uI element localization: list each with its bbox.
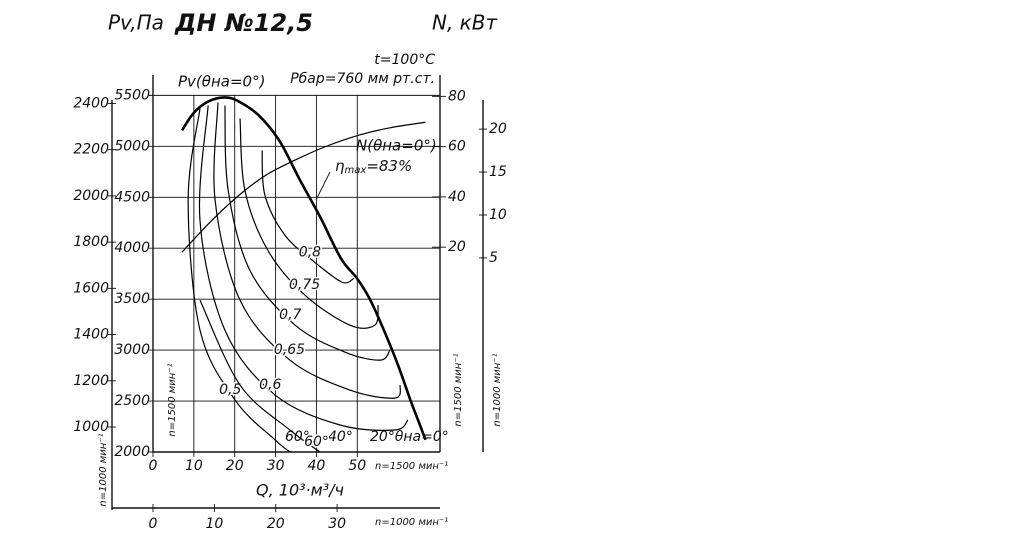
curve <box>224 105 391 361</box>
y3-tick-label: 1000 <box>73 419 109 435</box>
rpm-label: n=1000 мин⁻¹ <box>98 433 109 506</box>
x2-tick-label: 10 <box>205 516 223 532</box>
curve <box>181 121 426 253</box>
eta-text: =83% <box>366 157 412 175</box>
angle-label: 40° <box>328 429 353 445</box>
n-label: N(θна=0°) <box>356 137 437 155</box>
curve <box>213 102 401 399</box>
eta-symbol: η <box>335 157 345 175</box>
rpm-label: n=1000 мин⁻¹ <box>492 353 503 426</box>
series-label: 0,75 <box>289 277 320 293</box>
curve <box>187 108 291 453</box>
y-tick-label: 5000 <box>114 138 150 154</box>
y3-tick-label: 2000 <box>73 188 109 204</box>
pv-label: Pv(θна=0°) <box>178 73 265 91</box>
curve <box>199 299 321 453</box>
curve <box>261 150 355 284</box>
y-tick-label: 2500 <box>114 393 150 409</box>
series-label: 0,65 <box>274 342 305 358</box>
condition: Рбар=760 мм рт.ст. <box>290 71 435 87</box>
y3-tick-label: 2200 <box>73 142 109 158</box>
y3-tick-label: 1400 <box>73 327 109 343</box>
series-label: 60° <box>304 434 329 450</box>
eta-label: ηmax=83% <box>335 157 412 177</box>
x2-tick-label: 0 <box>149 516 158 532</box>
x-tick-label: 50 <box>348 458 366 474</box>
rpm-label: n=1500 мин⁻¹ <box>453 353 464 426</box>
y-tick-label: 4000 <box>114 240 150 256</box>
x2-tick-label: 30 <box>328 516 346 532</box>
y2-tick-label: 40 <box>448 189 466 205</box>
curve <box>239 118 379 329</box>
leader <box>315 171 331 201</box>
y2-axis-title: N, кВт <box>432 11 498 35</box>
rpm-label: n=1500 мин⁻¹ <box>375 461 448 472</box>
eta-sub: max <box>345 165 367 176</box>
y-axis-title: Pv,Па <box>108 11 164 35</box>
x-axis-title: Q, 10³·м³/ч <box>256 481 344 500</box>
series-label: 0,6 <box>259 377 281 393</box>
curve <box>198 105 409 431</box>
x-tick-label: 0 <box>149 458 158 474</box>
y3-tick-label: 1800 <box>73 234 109 250</box>
y3-tick-label: 1600 <box>73 280 109 296</box>
series-label: 0,5 <box>219 382 241 398</box>
x-tick-label: 30 <box>267 458 285 474</box>
y2-tick-label: 60 <box>448 139 466 155</box>
rpm-label: n=1500 мин⁻¹ <box>167 363 178 436</box>
y-tick-label: 4500 <box>114 189 150 205</box>
y-tick-label: 3500 <box>114 291 150 307</box>
series-label: 0,7 <box>279 307 301 323</box>
y3-tick-label: 2400 <box>73 95 109 111</box>
rpm-label: n=1000 мин⁻¹ <box>375 517 448 528</box>
y2-tick-label: 20 <box>448 239 466 255</box>
condition: t=100°C <box>374 52 435 68</box>
y4-tick-label: 15 <box>489 164 507 180</box>
y4-tick-label: 5 <box>489 250 498 266</box>
x-tick-label: 40 <box>308 458 326 474</box>
y4-tick-label: 20 <box>489 121 507 137</box>
angle-label: 20°θна=0° <box>370 429 449 445</box>
x2-tick-label: 20 <box>267 516 285 532</box>
y3-tick-label: 1200 <box>73 373 109 389</box>
y-tick-label: 2000 <box>114 444 150 460</box>
x-tick-label: 20 <box>226 458 244 474</box>
y2-tick-label: 80 <box>448 88 466 104</box>
curve <box>180 96 427 441</box>
x-tick-label: 10 <box>185 458 203 474</box>
chart-title: ДН №12,5 <box>174 9 313 37</box>
series-label: 0,8 <box>299 244 321 260</box>
y-tick-label: 3000 <box>114 342 150 358</box>
y-tick-label: 5500 <box>114 87 150 103</box>
y4-tick-label: 10 <box>489 207 507 223</box>
